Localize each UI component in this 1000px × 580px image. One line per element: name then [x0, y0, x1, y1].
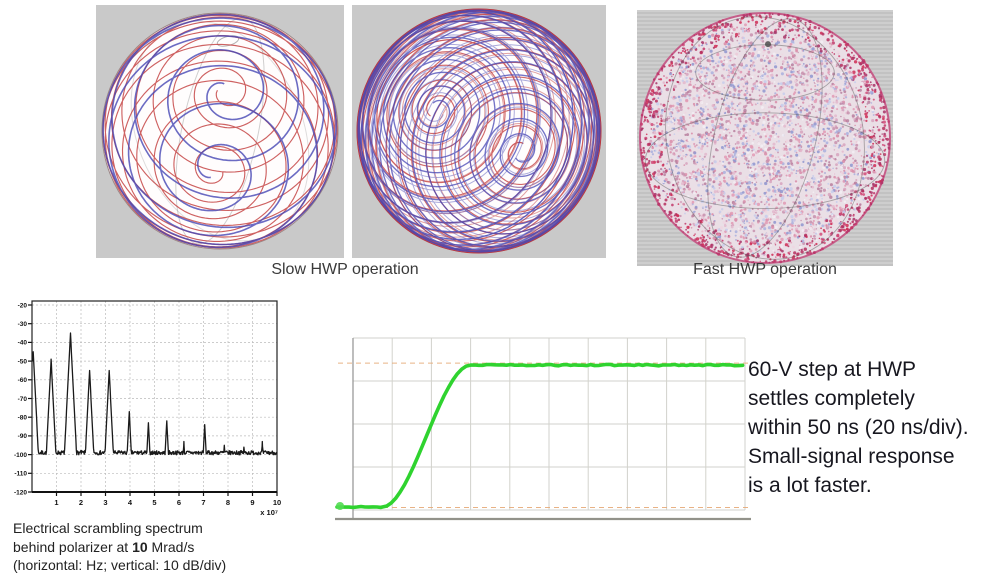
svg-text:5: 5	[152, 498, 156, 507]
poincare-sphere-fast-panel	[637, 10, 893, 266]
svg-text:x 10⁷: x 10⁷	[260, 508, 278, 517]
scope-note: 60-V step at HWP settles completely with…	[748, 355, 1000, 500]
svg-text:-20: -20	[18, 302, 28, 309]
svg-text:9: 9	[250, 498, 254, 507]
spectrum-caption-line2-bold: 10	[132, 538, 148, 555]
poincare-sphere-slow-panel-2	[352, 5, 606, 258]
svg-text:8: 8	[226, 498, 230, 507]
svg-text:-30: -30	[18, 321, 28, 328]
svg-text:7: 7	[201, 498, 205, 507]
spectrum-caption-line2-pre: behind polarizer at	[13, 538, 133, 555]
svg-text:-100: -100	[14, 452, 27, 459]
svg-text:3: 3	[103, 498, 107, 507]
svg-text:-90: -90	[18, 433, 28, 440]
svg-text:6: 6	[177, 498, 181, 507]
svg-text:-50: -50	[18, 358, 28, 365]
spectrum-caption: Electrical scrambling spectrum behind po…	[13, 519, 226, 575]
scope-note-line: is a lot faster.	[748, 474, 872, 497]
svg-text:1: 1	[54, 498, 58, 507]
spectrum-caption-line1: Electrical scrambling spectrum	[13, 520, 203, 536]
scope-note-line: 60-V step at HWP	[748, 358, 917, 381]
svg-text:-120: -120	[14, 489, 27, 496]
scope-note-line: Small-signal response	[748, 445, 955, 468]
svg-text:-80: -80	[18, 415, 28, 422]
spectrum-plot-svg: -20 -30 -40 -50 -60 -70 -80 -90 -100 -110 -120 1 2 3 4…	[14, 300, 281, 517]
svg-text:-110: -110	[14, 471, 27, 478]
svg-text:-60: -60	[18, 377, 28, 384]
fast-hwp-caption: Fast HWP operation	[693, 261, 837, 278]
poincare-sphere-fast-svg	[639, 12, 891, 264]
svg-text:-70: -70	[18, 396, 28, 403]
svg-text:2: 2	[79, 498, 83, 507]
poincare-sphere-slow-panel-1	[96, 5, 344, 258]
spectrum-caption-line2-post: Mrad/s	[147, 538, 195, 555]
scope-note-line: settles completely	[748, 387, 915, 410]
spectrum-caption-line2: behind polarizer at 10 Mrad/s	[13, 538, 226, 557]
spectrum-caption-line3: (horizontal: Hz; vertical: 10 dB/div)	[13, 557, 227, 573]
poincare-sphere-slow-1-svg	[101, 12, 339, 250]
slow-hwp-caption: Slow HWP operation	[271, 261, 419, 278]
scope-note-line: within 50 ns (20 ns/div).	[748, 416, 969, 439]
svg-text:-40: -40	[18, 340, 28, 347]
step-response-scope-svg	[335, 337, 751, 521]
svg-text:10: 10	[273, 498, 281, 507]
svg-text:4: 4	[128, 498, 133, 507]
poincare-sphere-slow-2-svg	[356, 8, 602, 254]
